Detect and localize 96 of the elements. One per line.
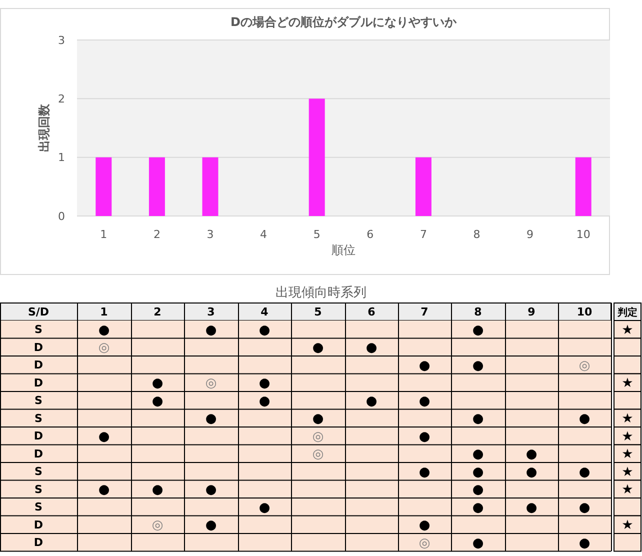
text: ● bbox=[472, 358, 484, 374]
text: ● bbox=[258, 394, 270, 409]
text: ● bbox=[578, 536, 590, 551]
x-tick-label: 5 bbox=[314, 306, 322, 319]
text: ● bbox=[98, 429, 110, 444]
text: ● bbox=[98, 322, 110, 338]
y-tick-label: D bbox=[34, 447, 44, 460]
x-tick-label: 1 bbox=[100, 306, 108, 319]
text: ● bbox=[418, 394, 430, 409]
x-tick-label: 4 bbox=[260, 306, 269, 319]
x-tick-label: 9 bbox=[528, 306, 536, 319]
text: ● bbox=[312, 412, 324, 427]
x-tick-label: 7 bbox=[420, 228, 427, 241]
text: ● bbox=[152, 394, 164, 409]
y-tick-label: 1 bbox=[58, 151, 65, 164]
y2-tick-label: ★ bbox=[622, 322, 634, 338]
x-tick-label: 6 bbox=[366, 228, 374, 241]
text: ● bbox=[472, 536, 484, 551]
text: ● bbox=[418, 429, 430, 444]
text: ◎ bbox=[152, 518, 164, 534]
x-tick-label: 8 bbox=[474, 306, 482, 319]
y2-tick-label: ★ bbox=[622, 412, 634, 427]
y2-axis-title: 判定 bbox=[616, 306, 638, 318]
text: ● bbox=[152, 376, 164, 392]
y-tick-label: D bbox=[34, 430, 44, 443]
text: ◎ bbox=[205, 376, 217, 392]
text: ● bbox=[472, 322, 484, 338]
text: ◎ bbox=[578, 358, 590, 374]
y-tick-label: D bbox=[34, 340, 44, 354]
x-tick-label: 3 bbox=[206, 228, 214, 241]
text: ● bbox=[472, 464, 484, 480]
text: ● bbox=[366, 340, 378, 356]
x-tick-label: 2 bbox=[154, 306, 162, 319]
y2-tick-label: ★ bbox=[622, 482, 634, 498]
text: ● bbox=[366, 394, 378, 409]
y2-tick-label: ★ bbox=[622, 464, 634, 480]
x-tick-label: 3 bbox=[207, 306, 215, 319]
text: ● bbox=[578, 500, 590, 516]
text: ● bbox=[526, 464, 538, 480]
y2-tick-label: ★ bbox=[622, 447, 634, 462]
x-tick-label: 9 bbox=[526, 228, 534, 241]
text: ● bbox=[526, 447, 538, 462]
text: ● bbox=[472, 412, 484, 427]
x-tick-label: 5 bbox=[313, 228, 320, 241]
y-tick-label: D bbox=[34, 518, 44, 532]
text: ● bbox=[578, 464, 590, 480]
x-axis-title: 順位 bbox=[332, 243, 356, 257]
text: ● bbox=[472, 500, 484, 516]
y-tick-label: D bbox=[34, 536, 44, 550]
text: ◎ bbox=[418, 536, 430, 551]
text: ● bbox=[472, 447, 484, 462]
y-tick-label: 0 bbox=[58, 210, 65, 223]
y2-tick-label: ★ bbox=[622, 429, 634, 444]
text: ● bbox=[418, 518, 430, 534]
x-tick-label: 10 bbox=[576, 228, 590, 241]
text: ● bbox=[526, 500, 538, 516]
y-tick-label: S bbox=[34, 394, 43, 408]
text: ● bbox=[205, 412, 217, 427]
text: ● bbox=[205, 322, 217, 338]
text: ◎ bbox=[312, 447, 324, 462]
text: ● bbox=[152, 482, 164, 498]
y-tick-label: D bbox=[34, 358, 44, 372]
y-axis-title: 出現回数 bbox=[37, 103, 51, 152]
y-tick-label: 2 bbox=[58, 92, 65, 106]
text: ● bbox=[578, 412, 590, 427]
x-tick-label: 6 bbox=[368, 306, 376, 319]
y-tick-label: S bbox=[34, 412, 43, 425]
text: ● bbox=[98, 482, 110, 498]
text: ● bbox=[418, 358, 430, 374]
y-tick-label: D bbox=[34, 376, 44, 390]
y-tick-label: S bbox=[34, 465, 43, 478]
chart-title: 出現傾向時系列 bbox=[276, 286, 366, 301]
text: ● bbox=[418, 464, 430, 480]
x-tick-label: 7 bbox=[420, 306, 428, 319]
text: ◎ bbox=[312, 429, 324, 444]
y-tick-label: S bbox=[34, 482, 43, 496]
x-tick-label: 8 bbox=[473, 228, 480, 241]
text: ◎ bbox=[98, 340, 110, 356]
chart-title: Dの場合どの順位がダブルになりやすいか bbox=[230, 15, 458, 29]
text: ● bbox=[258, 376, 270, 392]
y2-tick-label: ★ bbox=[622, 518, 634, 534]
y2-tick-label: ★ bbox=[622, 376, 634, 392]
y-axis-title: S/D bbox=[28, 306, 50, 319]
y-tick-label: 3 bbox=[58, 34, 65, 47]
x-tick-label: 2 bbox=[153, 228, 160, 241]
text: ● bbox=[205, 518, 217, 534]
x-tick-label: 1 bbox=[100, 228, 108, 241]
text: ● bbox=[312, 340, 324, 356]
y-tick-label: S bbox=[34, 323, 43, 336]
text: ● bbox=[472, 482, 484, 498]
y-tick-label: S bbox=[34, 500, 43, 514]
text: ● bbox=[205, 482, 217, 498]
x-tick-label: 4 bbox=[260, 228, 268, 241]
text: ● bbox=[258, 500, 270, 516]
x-tick-label: 10 bbox=[576, 306, 592, 319]
text: ● bbox=[258, 322, 270, 338]
